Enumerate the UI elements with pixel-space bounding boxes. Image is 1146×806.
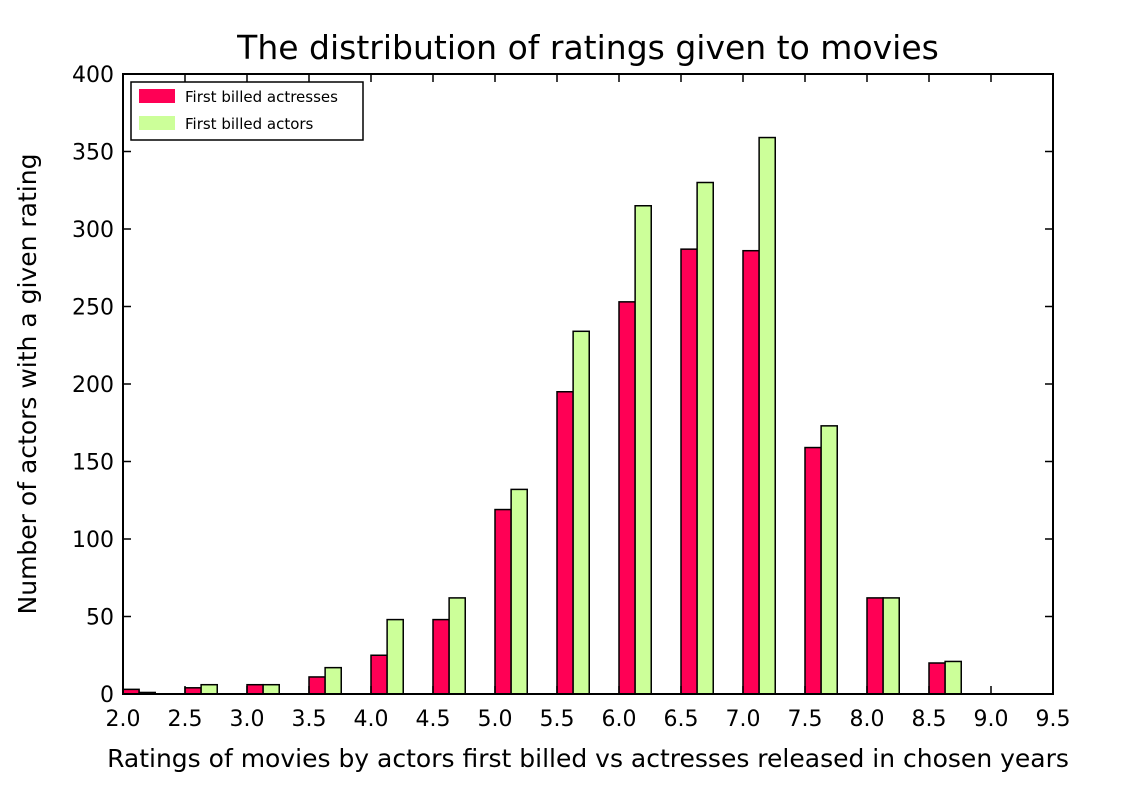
y-tick-label: 250 <box>72 296 114 321</box>
x-tick-label: 9.5 <box>1036 707 1071 732</box>
x-tick-label: 7.0 <box>726 707 761 732</box>
x-tick-label: 5.0 <box>478 707 513 732</box>
y-tick-label: 200 <box>72 373 114 398</box>
bar-actresses-6.0 <box>618 301 636 695</box>
bar-actors-8.5 <box>944 660 962 695</box>
legend-label-actors: First billed actors <box>185 115 314 133</box>
bar-actresses-3.0 <box>246 683 264 695</box>
bar-actors-7.5 <box>820 425 838 695</box>
bar-actors-5.0 <box>510 488 528 695</box>
x-tick-label: 4.0 <box>354 707 389 732</box>
bar-actresses-4.0 <box>370 654 388 695</box>
bar-actors-6.0 <box>634 205 652 695</box>
bar-actresses-8.0 <box>866 597 884 695</box>
x-tick-label: 2.5 <box>168 707 203 732</box>
plot-area <box>122 136 962 695</box>
bar-actors-4.0 <box>386 618 404 695</box>
bar-actresses-8.5 <box>928 662 946 695</box>
x-tick-label: 6.0 <box>602 707 637 732</box>
bar-actors-3.0 <box>262 683 280 695</box>
y-tick-label: 0 <box>100 683 114 708</box>
legend-label-actresses: First billed actresses <box>185 88 338 106</box>
y-tick-label: 150 <box>72 451 114 476</box>
bar-actresses-5.5 <box>556 391 574 695</box>
x-tick-label: 8.0 <box>850 707 885 732</box>
bar-actors-2.5 <box>200 683 218 695</box>
bar-actors-8.0 <box>882 597 900 695</box>
x-tick-label: 7.5 <box>788 707 823 732</box>
x-tick-label: 3.5 <box>292 707 327 732</box>
x-tick-label: 2.0 <box>106 707 141 732</box>
bar-actresses-5.0 <box>494 508 512 695</box>
x-tick-label: 4.5 <box>416 707 451 732</box>
y-tick-label: 50 <box>86 606 114 631</box>
y-tick-label: 100 <box>72 528 114 553</box>
x-axis-ticks: 2.0 2.5 3.0 3.5 4.0 4.5 5.0 5.5 6.0 6.5 7.0 7.5 8.0 8… <box>106 74 1071 732</box>
y-axis-ticks: 0 50 100 150 200 250 300 350 400 <box>72 63 1053 708</box>
legend: First billed actresses First billed acto… <box>130 81 364 141</box>
bar-actresses-4.5 <box>432 618 450 695</box>
bar-actors-7.0 <box>758 136 776 695</box>
x-tick-label: 5.5 <box>540 707 575 732</box>
bar-actresses-3.5 <box>308 676 326 695</box>
x-axis-label: Ratings of movies by actors first billed… <box>107 744 1069 773</box>
x-tick-label: 6.5 <box>664 707 699 732</box>
bar-actresses-7.5 <box>804 446 822 695</box>
legend-swatch-actresses <box>139 89 175 103</box>
x-tick-label: 3.0 <box>230 707 265 732</box>
bar-actors-3.5 <box>324 666 342 695</box>
x-tick-label: 9.0 <box>974 707 1009 732</box>
bar-actresses-7.0 <box>742 249 760 695</box>
y-tick-label: 300 <box>72 218 114 243</box>
bar-actors-6.5 <box>696 181 714 695</box>
bar-actors-4.5 <box>448 597 466 695</box>
x-tick-label: 8.5 <box>912 707 947 732</box>
chart-title: The distribution of ratings given to mov… <box>236 28 939 67</box>
legend-swatch-actors <box>139 116 175 130</box>
bar-actresses-6.5 <box>680 248 698 695</box>
bar-actors-5.5 <box>572 330 590 695</box>
y-axis-label: Number of actors with a given rating <box>13 154 42 615</box>
y-tick-label: 400 <box>72 63 114 88</box>
y-tick-label: 350 <box>72 141 114 166</box>
